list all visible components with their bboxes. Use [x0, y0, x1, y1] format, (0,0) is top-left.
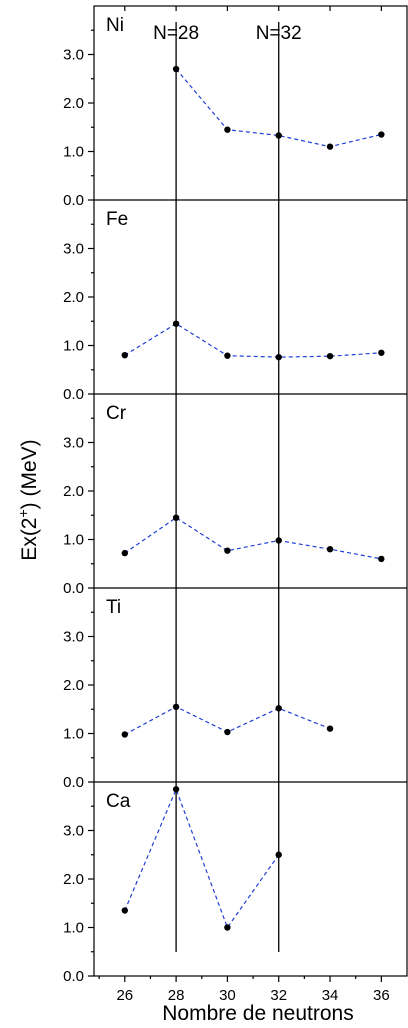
panel-label-ni: Ni: [106, 15, 124, 36]
panel-cr: 0.0 1.0 2.0 3.0 Cr: [63, 403, 407, 597]
data-point: [326, 352, 334, 360]
data-point: [224, 547, 231, 554]
y-tick-label: 3.0: [63, 241, 84, 258]
y-axis-title: Ex(2+) (MeV): [15, 439, 41, 560]
panels-layer: 0.0 1.0 2.0 3.0 Ni 0.0 1.0 2.0 3.0 Fe 0.0 1.0 2.0 3.0…: [63, 5, 408, 985]
data-point: [121, 907, 128, 914]
data-point: [326, 725, 334, 732]
data-point: [378, 349, 385, 356]
y-tick-label: 1.0: [63, 920, 84, 937]
y-axis-title-sup: +: [15, 509, 31, 517]
data-point: [121, 352, 128, 359]
panel-label-cr: Cr: [106, 403, 127, 424]
y-tick-label: 3.0: [63, 629, 84, 646]
x-tick-label: 30: [219, 987, 236, 1004]
y-tick-label: 0.0: [63, 774, 84, 791]
y-tick-label: 1.0: [63, 144, 84, 161]
panel-label-ti: Ti: [106, 597, 121, 618]
y-tick-label: 3.0: [63, 823, 84, 840]
series-line-fe: [124, 322, 382, 358]
series-line-ni: [175, 68, 382, 148]
series-line-ca: [124, 787, 280, 929]
data-point: [378, 131, 385, 138]
data-point: [224, 728, 231, 736]
y-tick-label: 1.0: [63, 532, 84, 549]
y-tick-label: 3.0: [63, 47, 84, 64]
data-point: [224, 352, 231, 359]
panel-label-fe: Fe: [106, 209, 128, 230]
y-tick-label: 0.0: [63, 192, 84, 209]
data-point: [121, 549, 128, 557]
panel-ti: 0.0 1.0 2.0 3.0 Ti: [63, 597, 407, 791]
series-line-cr: [124, 516, 382, 560]
data-point: [224, 924, 231, 931]
magic-lines-layer: N=28 N=32: [153, 22, 302, 952]
y-tick-label: 2.0: [63, 289, 84, 306]
panel-fe: 0.0 1.0 2.0 3.0 Fe: [63, 209, 407, 403]
y-tick-label: 2.0: [63, 483, 84, 500]
y-tick-label: 2.0: [63, 677, 84, 694]
data-point: [121, 731, 128, 738]
y-axis-title-tail: ) (MeV): [18, 439, 41, 509]
y-tick-label: 0.0: [63, 580, 84, 597]
x-axis: 26 28 30 32 34 36: [98, 6, 390, 1004]
x-tick-label: 34: [322, 987, 339, 1004]
y-axis-title-main: Ex(2: [18, 518, 41, 561]
y-tick-label: 1.0: [63, 726, 84, 743]
plot-frame: [93, 5, 408, 977]
x-axis-title: Nombre de neutrons: [162, 1002, 353, 1025]
data-point: [326, 143, 334, 150]
magic-label-28: N=28: [153, 23, 199, 44]
y-tick-label: 2.0: [63, 871, 84, 888]
panel-ca: 0.0 1.0 2.0 3.0 Ca: [63, 786, 282, 985]
magic-label-32: N=32: [256, 23, 302, 44]
y-tick-label: 2.0: [63, 95, 84, 112]
x-tick-label: 36: [373, 987, 390, 1004]
panel-ni: 0.0 1.0 2.0 3.0 Ni: [63, 15, 407, 209]
y-tick-label: 0.0: [63, 386, 84, 403]
x-tick-label: 26: [116, 987, 133, 1004]
x-tick-label: 28: [168, 987, 185, 1004]
y-tick-label: 1.0: [63, 338, 84, 355]
y-tick-label: 3.0: [63, 435, 84, 452]
data-point: [224, 126, 231, 133]
data-point: [378, 555, 385, 563]
y-tick-label: 0.0: [63, 968, 84, 985]
data-point: [326, 546, 334, 553]
x-tick-label: 32: [270, 987, 287, 1004]
panel-label-ca: Ca: [106, 791, 131, 812]
